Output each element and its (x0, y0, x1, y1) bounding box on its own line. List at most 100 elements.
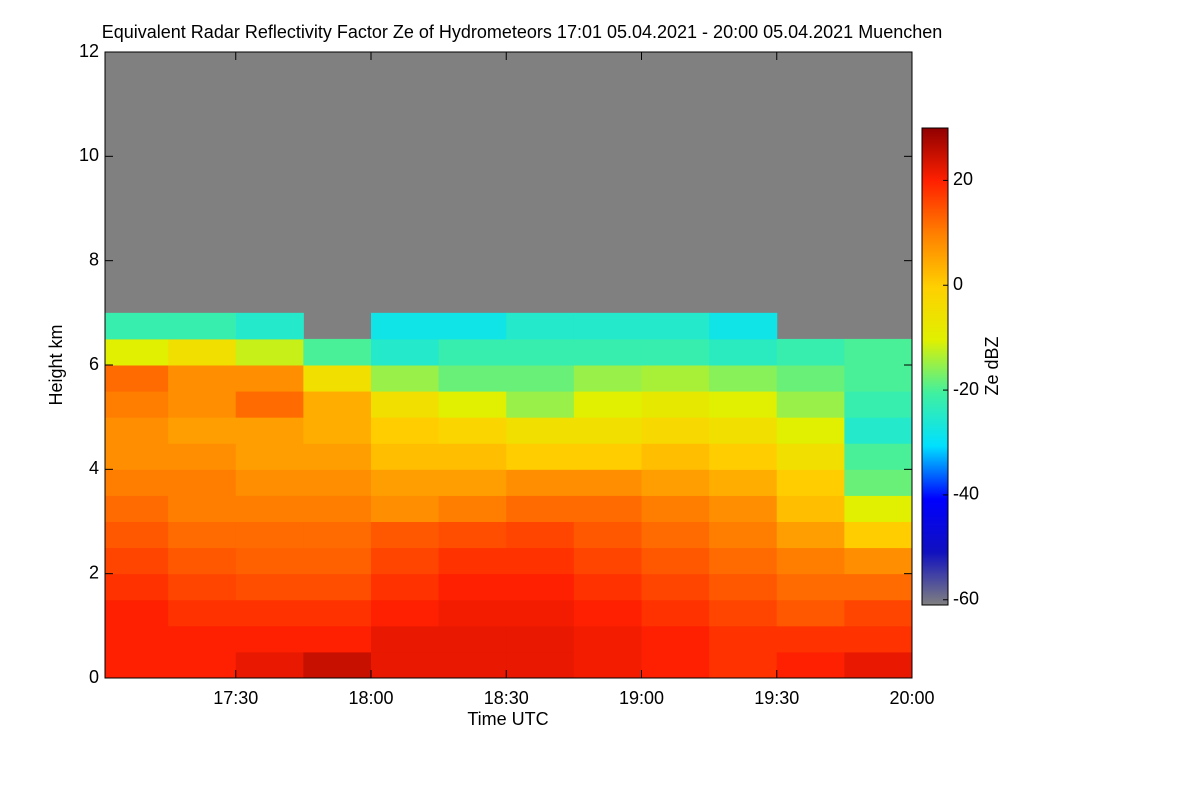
heatmap-cell (573, 338, 642, 366)
heatmap-cell (573, 312, 642, 340)
heatmap-cell (303, 391, 372, 418)
heatmap-cell (105, 391, 169, 418)
heatmap-cell (303, 495, 372, 522)
heatmap-cell (235, 573, 304, 601)
heatmap-cell (438, 651, 507, 679)
heatmap-cell (105, 365, 169, 392)
heatmap-cell (105, 573, 169, 601)
heatmap-cell (709, 625, 778, 653)
y-tick-label: 6 (89, 354, 99, 374)
heatmap-cell (641, 338, 710, 366)
y-tick-label: 2 (89, 562, 99, 582)
heatmap-cell (168, 495, 237, 522)
heatmap-cell (105, 417, 169, 444)
heatmap-cell (573, 625, 642, 653)
y-tick-label: 10 (79, 145, 99, 165)
heatmap-cell (709, 599, 778, 627)
heatmap-cell (641, 625, 710, 653)
heatmap-cell (168, 625, 237, 653)
heatmap-cell (105, 521, 169, 549)
heatmap-cell (370, 417, 440, 444)
heatmap-cell (303, 443, 372, 470)
heatmap-cell (844, 338, 913, 366)
heatmap-cell (168, 573, 237, 601)
heatmap-cell (844, 625, 913, 653)
heatmap-cell (168, 547, 237, 575)
colorbar-label: Ze dBZ (982, 336, 1002, 395)
colorbar-tick-label: -20 (953, 379, 979, 399)
heatmap-cell (235, 469, 304, 496)
y-axis-label: Height km (46, 324, 66, 405)
heatmap-cell (641, 443, 710, 470)
heatmap-cell (506, 521, 575, 549)
heatmap-cell (844, 495, 913, 522)
heatmap-cell (370, 573, 440, 601)
heatmap-cell (438, 391, 507, 418)
heatmap-cell (844, 365, 913, 392)
heatmap-cell (573, 443, 642, 470)
heatmap-cell (709, 443, 778, 470)
heatmap-cell (370, 391, 440, 418)
heatmap-cell (709, 573, 778, 601)
heatmap-cell (303, 417, 372, 444)
heatmap-cell (506, 625, 575, 653)
heatmap-cell (168, 469, 237, 496)
heatmap-cell (573, 365, 642, 392)
heatmap-cell (641, 651, 710, 679)
heatmap-cell (776, 391, 845, 418)
heatmap-cell (776, 469, 845, 496)
heatmap-cell (235, 625, 304, 653)
heatmap-cell (168, 599, 237, 627)
heatmap-cell (235, 338, 304, 366)
heatmap-cell (709, 651, 778, 679)
heatmap-cell (506, 599, 575, 627)
heatmap-cell (370, 625, 440, 653)
heatmap-cell (776, 547, 845, 575)
heatmap-cell (776, 599, 845, 627)
heatmap-cell (776, 365, 845, 392)
heatmap-cell (776, 443, 845, 470)
heatmap-cell (709, 338, 778, 366)
y-tick-label: 12 (79, 41, 99, 61)
heatmap-cell (235, 312, 304, 340)
colorbar-tick-label: 20 (953, 169, 973, 189)
heatmap-cell (573, 573, 642, 601)
heatmap-cell (506, 391, 575, 418)
heatmap-cell (235, 417, 304, 444)
heatmap-cell (438, 547, 507, 575)
heatmap-cell (105, 443, 169, 470)
heatmap-cell (438, 443, 507, 470)
heatmap-cell (438, 338, 507, 366)
heatmap-cell (506, 443, 575, 470)
heatmap-cell (235, 651, 304, 679)
heatmap-cell (573, 599, 642, 627)
heatmap-cell (573, 495, 642, 522)
y-tick-label: 4 (89, 458, 99, 478)
heatmap-cell (776, 521, 845, 549)
heatmap-cell (641, 495, 710, 522)
heatmap-cell (235, 365, 304, 392)
heatmap-cell (235, 391, 304, 418)
heatmap-cell (303, 521, 372, 549)
colorbar-tick-label: -40 (953, 484, 979, 504)
heatmap-cell (370, 651, 440, 679)
heatmap-cell (168, 338, 237, 366)
heatmap-cell (303, 651, 372, 679)
heatmap-cell (506, 417, 575, 444)
heatmap-cell (641, 547, 710, 575)
heatmap-cell (506, 573, 575, 601)
heatmap-cell (105, 338, 169, 366)
heatmap-cell (438, 495, 507, 522)
heatmap-cell (709, 521, 778, 549)
heatmap-cell (235, 599, 304, 627)
heatmap-cell (506, 651, 575, 679)
heatmap-cell (844, 599, 913, 627)
heatmap-cell (641, 573, 710, 601)
heatmap-cell (303, 547, 372, 575)
heatmap-cell (776, 417, 845, 444)
heatmap-cell (303, 625, 372, 653)
colorbar (921, 127, 949, 606)
heatmap-cell (641, 469, 710, 496)
heatmap-cell (235, 521, 304, 549)
heatmap-cell (168, 417, 237, 444)
